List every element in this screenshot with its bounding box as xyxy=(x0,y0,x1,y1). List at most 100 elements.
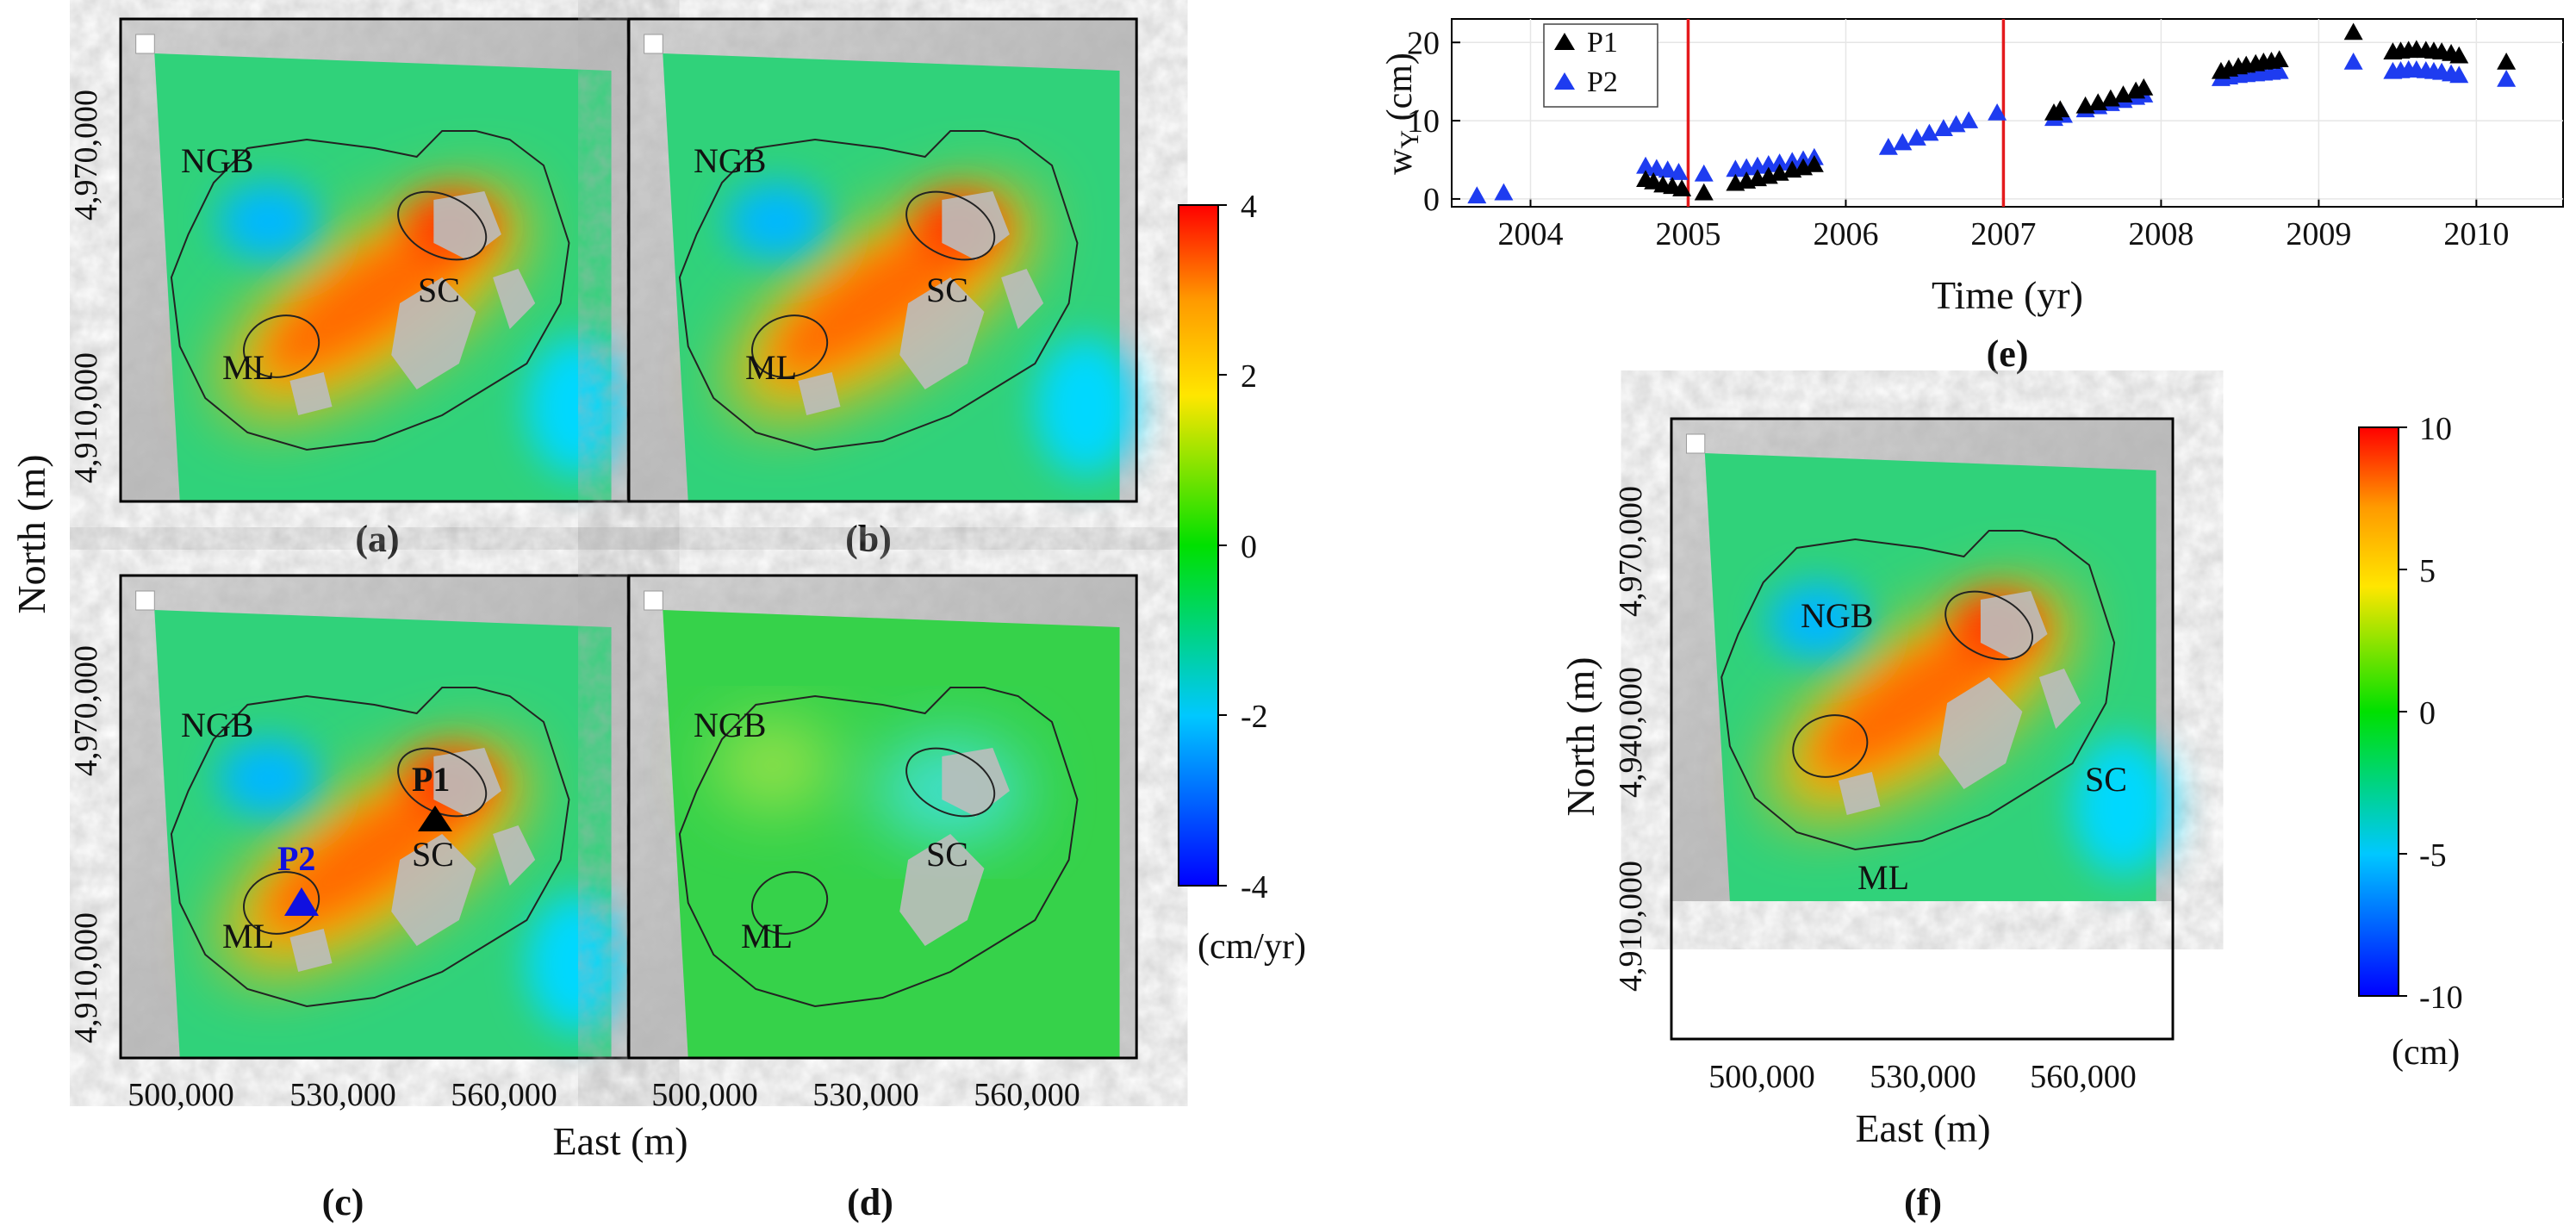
panel-e-point-p2-3 xyxy=(1646,159,1666,177)
panel-d-xtick-3: 560,000 xyxy=(974,1077,1080,1113)
panel-b-label: (b) xyxy=(845,518,892,560)
panel-e-points xyxy=(1467,22,2517,204)
panel-b-place-ml: ML xyxy=(745,348,797,387)
panel-f-ytick-1: 4,970,000 xyxy=(1613,486,1649,617)
panel-e-xlabel: Time (yr) xyxy=(1932,273,2083,317)
panel-e-point-p2-48 xyxy=(2449,65,2469,84)
legend-p1-marker xyxy=(1554,33,1575,50)
marker-p1 xyxy=(418,806,452,831)
panel-e-point-p2-22 xyxy=(1988,103,2007,121)
panel-f-place-ml: ML xyxy=(1857,858,1909,897)
panel-f-xtick-3: 560,000 xyxy=(2030,1059,2137,1095)
panel-e-point-p1-21 xyxy=(2134,78,2154,96)
panel-c-place-ml: ML xyxy=(222,917,274,955)
marker-p2 xyxy=(284,887,319,916)
panel-b-map xyxy=(627,17,1138,503)
panel-d-place-sc: SC xyxy=(926,835,968,874)
panel-c-xtick-1: 500,000 xyxy=(128,1077,234,1113)
colorbar-2-ticks xyxy=(2399,426,2407,997)
panel-e-point-p1-4 xyxy=(1672,179,1692,196)
panel-c-xtick-2: 530,000 xyxy=(289,1077,396,1113)
panel-e-point-p2-17 xyxy=(1907,128,1926,146)
panel-e-xtick-2009: 2009 xyxy=(2286,216,2351,252)
panel-f-map xyxy=(1670,417,2175,1041)
panel-c-label: (c) xyxy=(322,1181,364,1223)
panel-f-xtick-1: 500,000 xyxy=(1708,1059,1815,1095)
panel-e-point-p2-2 xyxy=(1636,156,1656,174)
panel-c-map xyxy=(119,574,630,1060)
panel-e-point-p1-15 xyxy=(2050,100,2070,118)
panel-e-ylabel-sub: Y xyxy=(1396,130,1424,149)
panel-e-point-p1-40 xyxy=(2497,52,2517,70)
colorbar-1-tick-4: 4 xyxy=(1241,189,1257,225)
panel-f-xtick-2: 530,000 xyxy=(1870,1059,1976,1095)
colorbar-2-tick-10: 10 xyxy=(2419,411,2452,447)
panel-c-ytick-top: 4,970,000 xyxy=(68,645,104,776)
shared-xlabel: East (m) xyxy=(552,1119,688,1163)
shared-ylabel: North (m) xyxy=(9,454,53,613)
panel-e-xtick-2007: 2007 xyxy=(1970,216,2036,252)
panel-a-map xyxy=(119,17,630,503)
panel-e-point-p2-15 xyxy=(1878,137,1898,155)
panel-e-ylabel-main: w xyxy=(1380,148,1420,175)
panel-e-point-p2-49 xyxy=(2497,69,2517,87)
panel-c-place-ngb: NGB xyxy=(181,706,253,744)
panel-e-yticklabels: 0 10 20 xyxy=(1407,25,1440,218)
panel-e-ytick-20: 20 xyxy=(1407,25,1440,61)
marker-p1-label: P1 xyxy=(412,760,450,799)
colorbar-2-unit: (cm) xyxy=(2392,1033,2460,1073)
colorbar-1-tick-0: 0 xyxy=(1241,529,1257,565)
panel-c-place-sc: SC xyxy=(412,835,454,874)
panel-f-place-sc: SC xyxy=(2085,760,2127,799)
panel-e-xtick-2006: 2006 xyxy=(1813,216,1878,252)
panel-e-chart: 2004 2005 2006 2007 2008 2009 2010 0 10 20 P1 P2… xyxy=(1380,18,2564,375)
panel-a-place-ml: ML xyxy=(222,348,274,387)
panel-b-place-sc: SC xyxy=(926,271,968,309)
panel-e-xticklabels: 2004 2005 2006 2007 2008 2009 2010 xyxy=(1497,216,2509,252)
colorbar-2 xyxy=(2358,426,2399,997)
panel-a-ytick-top: 4,970,000 xyxy=(68,90,104,221)
legend-p2-marker xyxy=(1554,72,1575,90)
colorbar-1-tick-m4: -4 xyxy=(1241,869,1268,905)
panel-e-label: (e) xyxy=(1987,333,2029,375)
panel-e-point-p2-0 xyxy=(1467,186,1487,204)
panel-e-ytick-0: 0 xyxy=(1423,182,1440,218)
panel-e-point-p2-21 xyxy=(1959,111,1979,128)
panel-e-point-p2-5 xyxy=(1669,163,1689,180)
panel-f-place-ngb: NGB xyxy=(1801,596,1873,635)
panel-e-point-p1-39 xyxy=(2449,46,2469,64)
panel-e-point-p2-6 xyxy=(1694,164,1714,182)
legend-p2-label: P2 xyxy=(1587,66,1618,98)
colorbar-1-unit: (cm/yr) xyxy=(1198,927,1306,967)
panel-f-ytick-2: 4,940,000 xyxy=(1613,667,1649,798)
panel-e-point-p1-30 xyxy=(2343,22,2363,40)
panel-d-map xyxy=(627,574,1138,1060)
panel-c-ytick-bottom: 4,910,000 xyxy=(68,912,104,1043)
panel-d-place-ngb: NGB xyxy=(694,706,766,744)
colorbar-1-tick-2: 2 xyxy=(1241,358,1257,395)
panel-e-point-p2-1 xyxy=(1494,183,1514,201)
panel-a-label: (a) xyxy=(355,518,399,560)
panel-c-xtick-3: 560,000 xyxy=(451,1077,557,1113)
panel-a-ytick-bottom: 4,910,000 xyxy=(68,352,104,483)
colorbar-2-tick-m10: -10 xyxy=(2419,980,2463,1016)
panel-e-point-p2-16 xyxy=(1893,133,1913,151)
panel-e-xtick-2005: 2005 xyxy=(1655,216,1720,252)
panel-e-ylabel: wY (cm) xyxy=(1380,53,1424,175)
panel-d-label: (d) xyxy=(847,1181,893,1223)
panel-e-point-p1-13 xyxy=(1804,154,1824,172)
colorbar-2-tick-m5: -5 xyxy=(2419,837,2447,874)
panel-e-ylabel-unit: (cm) xyxy=(1380,53,1420,130)
panel-a-place-ngb: NGB xyxy=(181,141,253,180)
panel-f-label: (f) xyxy=(1904,1181,1942,1223)
panel-f-ytick-3: 4,910,000 xyxy=(1613,861,1649,992)
panel-e-point-p2-4 xyxy=(1658,160,1677,178)
panel-e-ytick-10: 10 xyxy=(1407,103,1440,140)
panel-e-vlines xyxy=(1686,19,2006,207)
panel-e-point-p2-18 xyxy=(1920,123,1939,141)
panel-e-xtick-2004: 2004 xyxy=(1497,216,1563,252)
panel-f-ylabel: North (m) xyxy=(1559,656,1602,816)
colorbar-2-tick-0: 0 xyxy=(2419,695,2436,731)
panel-e-point-p1-5 xyxy=(1694,183,1714,201)
